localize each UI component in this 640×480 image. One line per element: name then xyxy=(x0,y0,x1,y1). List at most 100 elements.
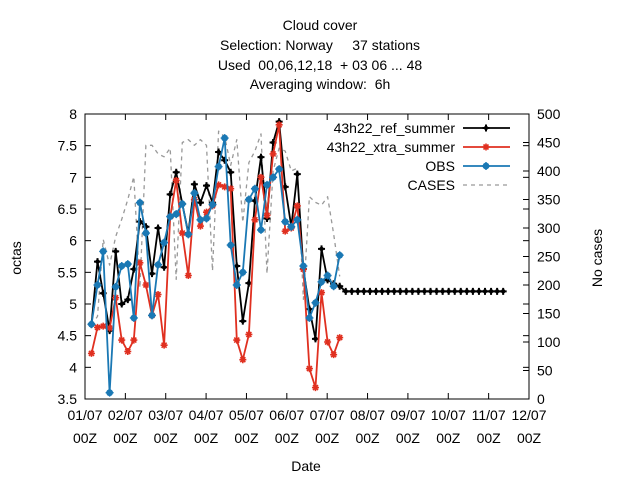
x-tick-label-date: 05/07 xyxy=(229,407,264,423)
data-point-center xyxy=(246,332,252,337)
data-point-center xyxy=(488,289,494,294)
data-point-center xyxy=(464,289,470,294)
y-tick-label: 7 xyxy=(69,169,77,185)
data-point-cross xyxy=(154,260,163,269)
data-point-center xyxy=(283,184,288,190)
y-axis-label: octas xyxy=(8,241,24,274)
data-point-cross xyxy=(256,225,265,234)
legend-label: CASES xyxy=(408,177,455,193)
y-tick-label: 7.5 xyxy=(58,138,78,154)
data-point-center xyxy=(295,203,300,209)
data-point-center xyxy=(483,144,489,150)
data-point-center xyxy=(204,209,209,215)
data-point-center xyxy=(307,366,312,371)
data-point-cross xyxy=(311,298,320,307)
y-tick-label: 6.5 xyxy=(58,201,78,217)
data-point-center xyxy=(283,228,288,234)
data-point-cross xyxy=(135,198,144,207)
data-point-center xyxy=(100,323,106,329)
data-point-center xyxy=(125,297,130,302)
data-point-cross xyxy=(184,230,193,239)
data-point-center xyxy=(234,337,239,343)
data-point-center xyxy=(174,170,179,175)
data-point-center xyxy=(155,225,161,231)
y2-axis-label: No cases xyxy=(589,229,605,287)
data-point-center xyxy=(500,289,506,294)
data-point-cross xyxy=(250,184,259,193)
data-point-cross xyxy=(172,210,181,219)
data-point-cross xyxy=(166,212,175,221)
data-point-center xyxy=(295,171,300,177)
data-point-center xyxy=(476,289,482,294)
data-point-center xyxy=(180,230,185,236)
x-tick-label-date: 02/07 xyxy=(108,407,143,423)
data-point-center xyxy=(391,289,397,294)
data-point-cross xyxy=(208,200,217,209)
data-point-cross xyxy=(293,215,302,224)
x-tick-label-hour: 00Z xyxy=(517,430,542,446)
data-point-center xyxy=(174,178,179,183)
data-point-cross xyxy=(305,313,314,322)
data-point-cross xyxy=(190,189,199,198)
data-point-center xyxy=(319,290,324,295)
data-point-center xyxy=(252,217,258,222)
data-point-center xyxy=(385,289,391,294)
data-point-center xyxy=(404,289,409,294)
data-point-cross xyxy=(329,282,338,291)
x-tick-label-hour: 00Z xyxy=(194,430,219,446)
data-point-cross xyxy=(105,388,114,397)
data-point-cross xyxy=(263,180,272,189)
x-tick-label-date: 09/07 xyxy=(390,407,425,423)
data-point-cross xyxy=(220,134,229,143)
data-point-cross xyxy=(244,195,253,204)
data-point-cross xyxy=(202,214,211,223)
y2-tick-label: 50 xyxy=(537,363,553,379)
data-point-center xyxy=(343,289,348,294)
chart-subtitle-used: Used 00,06,12,18 + 03 06 ... 48 xyxy=(217,57,423,73)
data-point-cross xyxy=(482,162,490,170)
data-point-cross xyxy=(275,165,284,174)
data-point-center xyxy=(131,266,137,272)
data-point-center xyxy=(361,289,367,294)
data-point-cross xyxy=(93,281,102,289)
data-point-center xyxy=(119,337,124,343)
data-point-cross xyxy=(226,241,235,250)
data-point-center xyxy=(149,271,155,276)
y2-tick-label: 350 xyxy=(537,192,561,208)
data-point-cross xyxy=(117,262,126,270)
data-point-cross xyxy=(178,199,187,208)
x-tick-label-hour: 00Z xyxy=(275,430,300,446)
x-tick-label-hour: 00Z xyxy=(477,430,502,446)
legend-label: 43h22_ref_summer xyxy=(334,120,456,136)
data-point-center xyxy=(355,289,361,294)
data-point-center xyxy=(483,125,489,131)
x-tick-label-date: 11/07 xyxy=(472,407,506,423)
x-tick-label-hour: 00Z xyxy=(436,430,461,446)
data-point-center xyxy=(131,337,137,343)
y-tick-label: 6 xyxy=(69,233,77,249)
series-xtra xyxy=(87,121,344,392)
data-point-center xyxy=(95,325,100,330)
data-point-cross xyxy=(214,162,223,171)
y2-tick-label: 450 xyxy=(537,135,561,151)
data-point-center xyxy=(258,154,264,160)
data-point-center xyxy=(216,149,221,155)
x-tick-label-date: 01/07 xyxy=(67,407,102,423)
y-tick-label: 5 xyxy=(69,296,77,312)
data-point-center xyxy=(270,140,276,145)
data-point-center xyxy=(349,289,355,294)
y-tick-label: 5.5 xyxy=(58,264,78,280)
data-point-cross xyxy=(232,281,241,289)
x-tick-label-date: 08/07 xyxy=(350,407,385,423)
data-point-center xyxy=(107,325,112,331)
data-point-cross xyxy=(196,215,205,224)
legend-label: OBS xyxy=(425,158,455,174)
plot-frame xyxy=(84,113,530,400)
data-point-center xyxy=(367,289,373,294)
data-point-cross xyxy=(335,251,344,260)
data-point-center xyxy=(204,183,209,188)
data-point-center xyxy=(161,342,167,348)
data-point-center xyxy=(222,184,227,190)
data-point-center xyxy=(167,192,173,197)
x-tick-label-hour: 00Z xyxy=(396,430,421,446)
